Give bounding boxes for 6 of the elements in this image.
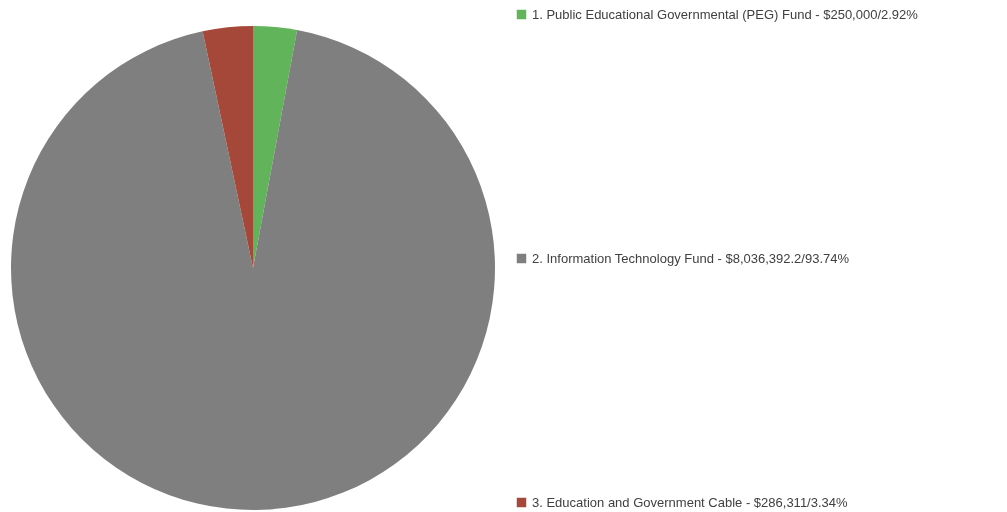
legend-label: 3. Education and Government Cable - $286,311/3.34% [532, 494, 849, 510]
pie-slice [11, 30, 495, 510]
pie-slice [253, 26, 298, 268]
legend-label: 1. Public Educational Governmental (PEG) Fund - $250,000/2.92% [532, 6, 919, 22]
pie-slice [202, 26, 253, 268]
legend-label: 2. Information Technology Fund - $8,036,392.2/93.74% [532, 250, 850, 266]
